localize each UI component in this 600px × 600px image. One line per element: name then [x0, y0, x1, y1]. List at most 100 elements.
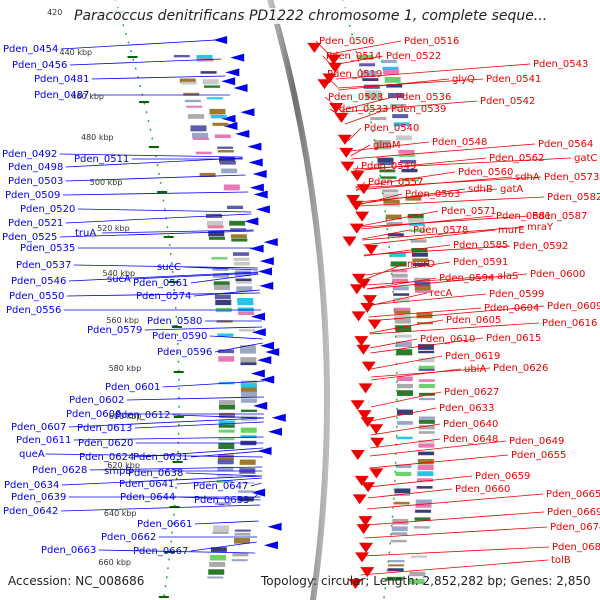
plus-strand-gene-mark — [240, 108, 255, 117]
feature-block — [229, 220, 246, 226]
plus-strand-gene-label: Pden_0511 — [74, 154, 129, 165]
minus-strand-leader-line — [370, 407, 437, 422]
feature-block — [240, 387, 257, 393]
minus-strand-leader-line — [342, 100, 478, 113]
minus-strand-gene-label: Pden_0557 — [368, 177, 423, 188]
minus-strand-leader-line — [344, 108, 389, 125]
plus-strand-leader-line — [89, 466, 263, 471]
feature-block — [357, 55, 374, 60]
feature-block — [238, 311, 255, 315]
minus-strand-gene-mark — [349, 223, 364, 234]
minus-strand-leader-line — [362, 226, 525, 241]
plus-strand-gene-label: Pden_0663 — [41, 545, 96, 556]
minus-strand-leader-line — [332, 55, 384, 66]
minus-strand-leader-line — [367, 488, 453, 499]
feature-block — [179, 78, 196, 83]
feature-block — [232, 252, 249, 256]
feature-block — [396, 376, 413, 382]
minus-strand-gene-label: mraY — [527, 222, 554, 233]
minus-strand-gene-label: glyQ — [452, 74, 475, 85]
plus-strand-gene-label: Pden_0590 — [152, 331, 207, 342]
plus-strand-gene-mark — [265, 348, 280, 357]
minus-strand-gene-mark — [362, 295, 377, 306]
plus-strand-leader-line — [126, 396, 265, 401]
scale-label: 500 kbp — [90, 178, 123, 187]
feature-block — [240, 435, 257, 439]
minus-strand-gene-label: Pden_0680 — [552, 542, 600, 553]
minus-strand-gene-label: Pden_0581 — [496, 211, 551, 222]
minus-strand-leader-line — [365, 261, 451, 276]
minus-strand-gene-mark — [358, 383, 373, 394]
minus-strand-leader-line — [355, 181, 366, 192]
feature-block — [382, 66, 399, 71]
minus-strand-leader-line — [322, 55, 334, 68]
plus-strand-gene-label: Pden_0574 — [136, 291, 191, 302]
feature-block — [237, 307, 254, 312]
plus-strand-gene-mark — [259, 257, 274, 266]
plus-strand-leader-line — [65, 213, 252, 224]
feature-block — [233, 261, 250, 266]
feature-block — [391, 532, 408, 536]
feature-block — [218, 356, 235, 362]
plus-strand-leader-line — [176, 477, 262, 485]
plus-strand-gene-label: Pden_0642 — [3, 506, 58, 517]
minus-strand-leader-line — [329, 108, 345, 119]
feature-block — [212, 531, 229, 535]
feature-block — [240, 409, 257, 413]
feature-block — [396, 383, 413, 389]
minus-strand-leader-line — [357, 188, 498, 203]
plus-strand-leader-line — [177, 496, 261, 501]
feature-block — [396, 409, 413, 415]
minus-strand-gene-label: recA — [430, 288, 453, 299]
plus-strand-gene-label: Pden_0638 — [128, 468, 183, 479]
plus-strand-leader-line — [144, 326, 263, 331]
plus-strand-leader-line — [69, 58, 222, 66]
feature-block — [213, 525, 230, 532]
plus-strand-leader-line — [190, 273, 259, 284]
minus-strand-gene-label: Pden_0582 — [547, 192, 600, 203]
plus-strand-gene-label: Pden_0611 — [16, 435, 71, 446]
feature-block — [414, 277, 431, 282]
feature-block — [414, 517, 431, 521]
feature-block — [209, 554, 226, 561]
feature-block — [414, 286, 431, 291]
minus-strand-gene-label: Pden_0674 — [550, 522, 600, 533]
feature-block — [239, 459, 256, 465]
feature-block — [415, 499, 432, 505]
plus-strand-gene-label: Pden_0607 — [11, 422, 66, 433]
minus-strand-gene-label: tolB — [551, 555, 571, 566]
feature-block — [396, 353, 413, 356]
minus-strand-gene-label: Pden_0619 — [445, 351, 500, 362]
plus-strand-gene-label: Pden_0647 — [193, 481, 248, 492]
feature-block — [195, 151, 212, 155]
plus-strand-gene-label: queA — [19, 449, 45, 460]
feature-block — [240, 383, 257, 388]
feature-block — [212, 122, 229, 126]
feature-block — [217, 146, 234, 149]
feature-block — [233, 257, 250, 261]
feature-block — [416, 486, 433, 489]
minus-strand-gene-label: Pden_0626 — [493, 363, 548, 374]
minus-strand-gene-label: Pden_0615 — [486, 333, 541, 344]
minus-strand-gene-mark — [364, 244, 379, 255]
plus-strand-leader-line — [209, 335, 263, 340]
feature-block — [386, 222, 403, 226]
feature-block — [375, 143, 392, 150]
plus-strand-leader-line — [91, 75, 226, 80]
minus-strand-gene-label: Pden_0594 — [439, 273, 494, 284]
feature-block — [408, 223, 425, 226]
feature-block — [217, 454, 234, 460]
feature-block — [213, 273, 230, 278]
minus-strand-gene-mark — [358, 542, 373, 553]
minus-strand-leader-line — [342, 96, 394, 111]
feature-block — [410, 239, 427, 243]
feature-block — [418, 392, 435, 396]
minus-strand-gene-mark — [346, 195, 361, 206]
feature-block — [370, 117, 387, 121]
feature-block — [221, 168, 238, 174]
feature-block — [378, 162, 395, 166]
feature-block — [184, 99, 201, 103]
minus-strand-gene-label: Pden_0522 — [386, 51, 441, 62]
feature-block — [237, 301, 254, 306]
